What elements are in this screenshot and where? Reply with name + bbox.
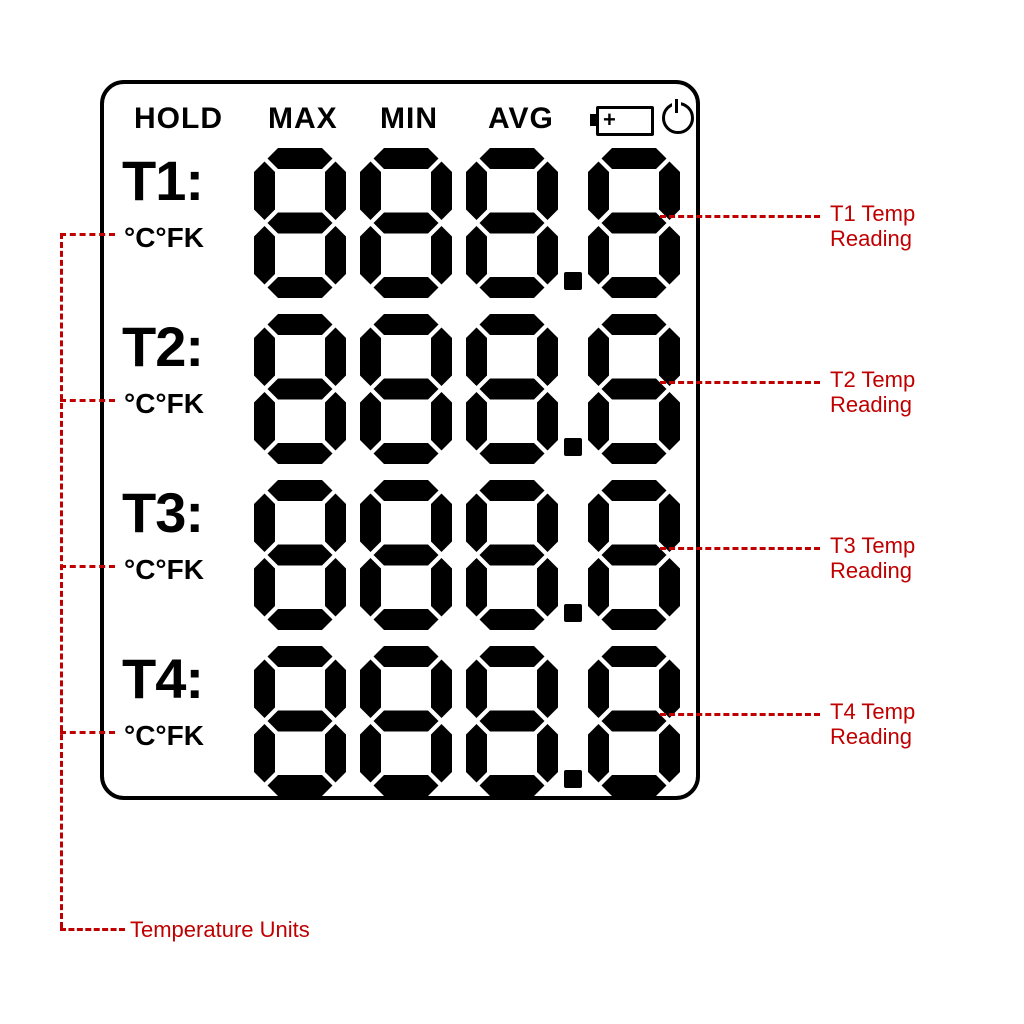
callout-label: T2 TempReading bbox=[830, 367, 915, 418]
decimal-point bbox=[564, 770, 582, 788]
callout-stub bbox=[60, 928, 125, 931]
callout-line bbox=[660, 215, 820, 218]
t1-units: °C°FK bbox=[124, 222, 204, 254]
seven-segment-digit bbox=[254, 480, 346, 630]
callout-line bbox=[660, 381, 820, 384]
seven-segment-digit bbox=[588, 314, 680, 464]
seven-segment-digit bbox=[588, 480, 680, 630]
t1-label: T1: bbox=[122, 148, 203, 213]
seven-segment-digit bbox=[466, 480, 558, 630]
t2-units: °C°FK bbox=[124, 388, 204, 420]
t1-digits bbox=[254, 148, 684, 298]
callout-line bbox=[660, 713, 820, 716]
t4-label: T4: bbox=[122, 646, 203, 711]
t3-label: T3: bbox=[122, 480, 203, 545]
decimal-point bbox=[564, 604, 582, 622]
seven-segment-digit bbox=[254, 646, 346, 796]
callout-label: T4 TempReading bbox=[830, 699, 915, 750]
seven-segment-digit bbox=[466, 314, 558, 464]
decimal-point bbox=[564, 272, 582, 290]
seven-segment-digit bbox=[466, 646, 558, 796]
seven-segment-digit bbox=[360, 480, 452, 630]
min-indicator: MIN bbox=[380, 102, 438, 136]
seven-segment-digit bbox=[360, 646, 452, 796]
seven-segment-digit bbox=[466, 148, 558, 298]
seven-segment-digit bbox=[254, 148, 346, 298]
decimal-point bbox=[564, 438, 582, 456]
callout-stub bbox=[60, 565, 115, 568]
callout-line bbox=[660, 547, 820, 550]
avg-indicator: AVG bbox=[488, 102, 554, 136]
max-indicator: MAX bbox=[268, 102, 338, 136]
seven-segment-digit bbox=[254, 314, 346, 464]
callout-label: T1 TempReading bbox=[830, 201, 915, 252]
seven-segment-digit bbox=[360, 314, 452, 464]
t4-units: °C°FK bbox=[124, 720, 204, 752]
seven-segment-digit bbox=[588, 646, 680, 796]
lcd-frame: HOLD MAX MIN AVG + T1: °C°FK T2: °C°FK T… bbox=[100, 80, 700, 800]
temperature-units-label: Temperature Units bbox=[130, 917, 310, 942]
t3-digits bbox=[254, 480, 684, 630]
seven-segment-digit bbox=[588, 148, 680, 298]
battery-plus-icon: + bbox=[603, 107, 616, 133]
seven-segment-digit bbox=[360, 148, 452, 298]
row-t1: T1: °C°FK bbox=[104, 142, 696, 307]
battery-icon: + bbox=[596, 106, 654, 136]
callout-stub bbox=[60, 233, 115, 236]
callout-stub bbox=[60, 399, 115, 402]
row-t2: T2: °C°FK bbox=[104, 308, 696, 473]
t4-digits bbox=[254, 646, 684, 796]
t3-units: °C°FK bbox=[124, 554, 204, 586]
t2-digits bbox=[254, 314, 684, 464]
row-t3: T3: °C°FK bbox=[104, 474, 696, 639]
hold-indicator: HOLD bbox=[134, 102, 223, 136]
t2-label: T2: bbox=[122, 314, 203, 379]
power-icon bbox=[662, 102, 694, 134]
callout-label: T3 TempReading bbox=[830, 533, 915, 584]
callout-stub bbox=[60, 731, 115, 734]
row-t4: T4: °C°FK bbox=[104, 640, 696, 805]
callout-trunk bbox=[60, 233, 63, 928]
